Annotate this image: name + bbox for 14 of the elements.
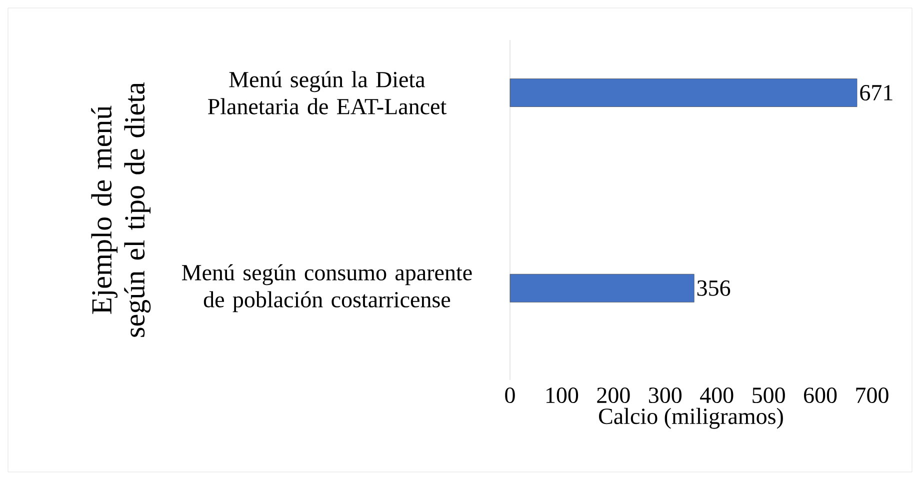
x-tick-label: 300 [648, 388, 682, 404]
data-label: 671 [860, 85, 892, 100]
x-tick-label: 500 [752, 388, 785, 404]
x-tick-label: 600 [804, 388, 837, 404]
x-tick-label: 100 [546, 388, 578, 404]
x-tick-label: 700 [856, 388, 888, 404]
x-axis-title: Calcio (miligramos) [599, 408, 783, 429]
x-tick-label: 400 [700, 388, 734, 404]
y-axis-title: Ejemplo de menú según el tipo de dieta [91, 82, 151, 337]
y-tick-label: Menú según consumo aparente de población costarricense [182, 264, 472, 312]
data-label: 356 [697, 280, 730, 296]
x-tick-label: 0 [505, 388, 515, 404]
y-tick-label: Menú según la Dieta Planetaria de EAT-Lancet [208, 71, 447, 114]
x-tick-label: 200 [597, 388, 630, 404]
